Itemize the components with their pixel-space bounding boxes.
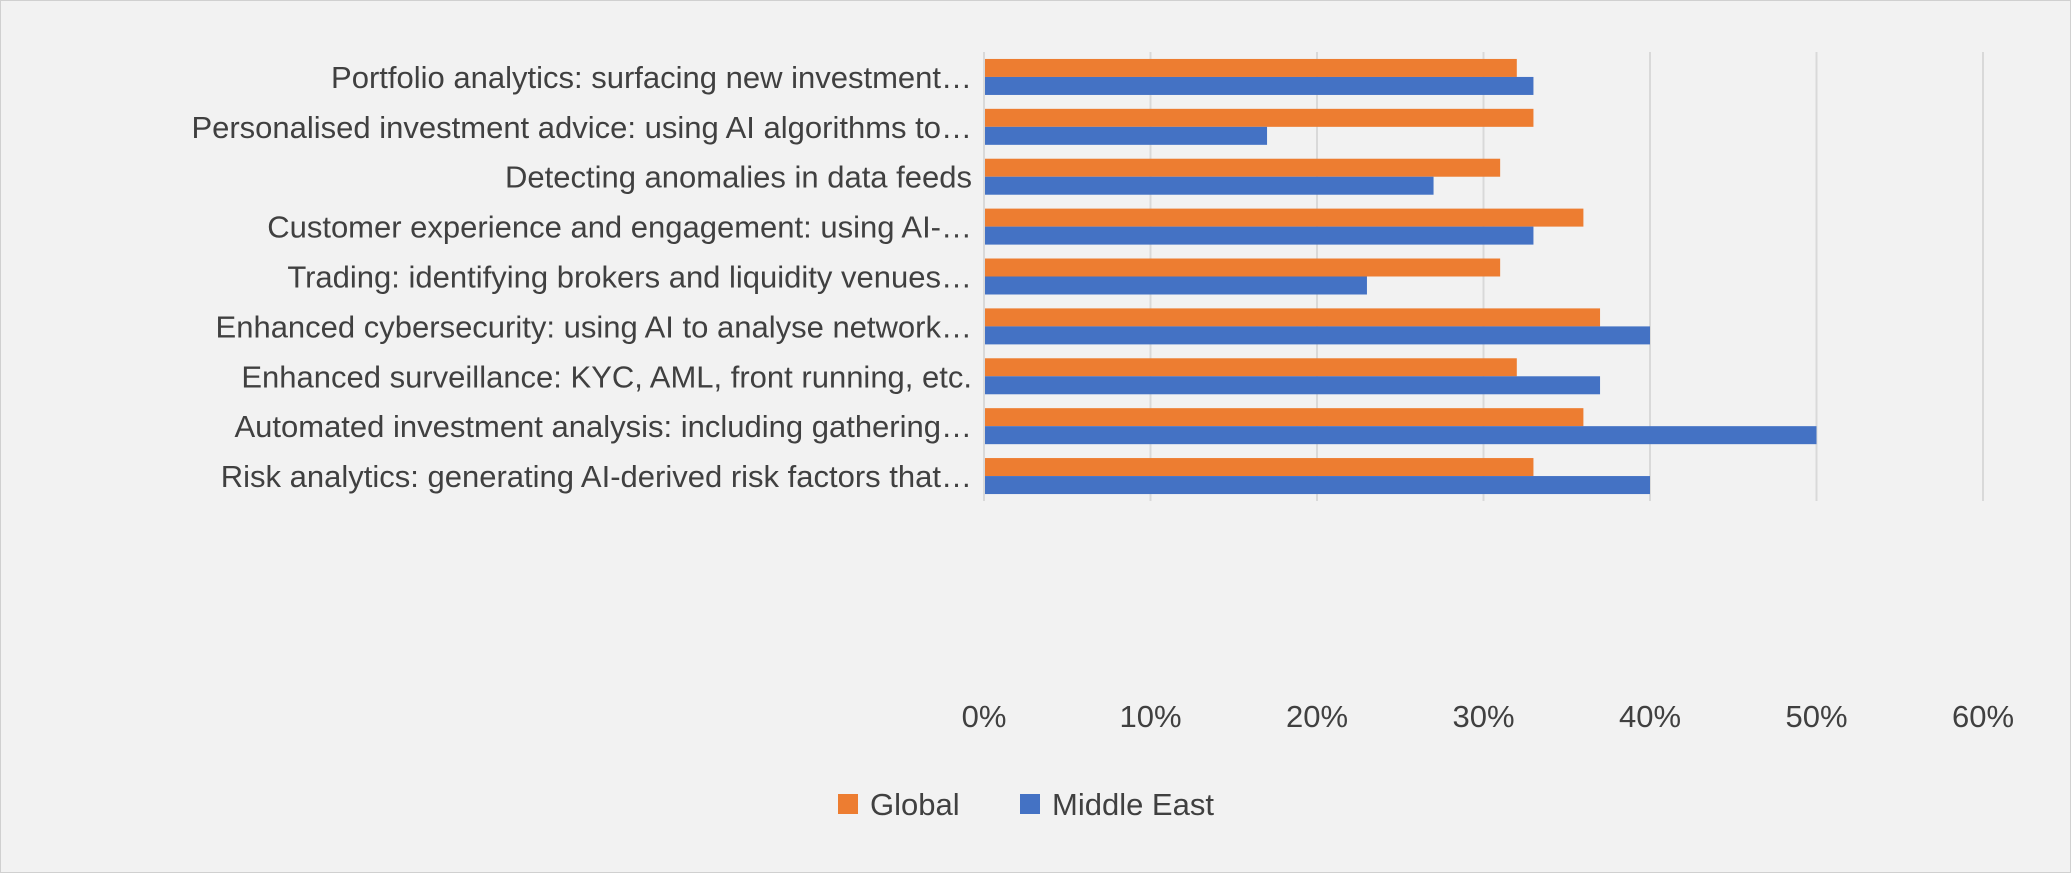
bar-middle-east (984, 76, 1534, 95)
x-tick-label: 0% (962, 699, 1007, 734)
bar-global (984, 358, 1517, 377)
bar-middle-east (984, 126, 1268, 145)
category-label: Enhanced cybersecurity: using AI to anal… (216, 309, 972, 344)
bar-global (984, 108, 1534, 127)
category-label: Automated investment analysis: including… (234, 409, 972, 444)
category-label: Personalised investment advice: using AI… (191, 110, 972, 145)
category-label: Enhanced surveillance: KYC, AML, front r… (241, 359, 972, 394)
x-tick-labels: 0% 10% 20% 30% 40% 50% 60% (962, 699, 2014, 734)
bar-middle-east (984, 426, 1817, 445)
category-labels: Risk analytics: generating AI-derived ri… (191, 60, 972, 494)
bar-global (984, 158, 1501, 177)
legend-label: Middle East (1052, 787, 1214, 822)
bar-global (984, 208, 1584, 227)
bar-middle-east (984, 326, 1650, 345)
bar-global (984, 458, 1534, 477)
legend-item-global: Global (838, 787, 960, 822)
x-tick-label: 30% (1452, 699, 1514, 734)
bar-middle-east (984, 176, 1434, 195)
x-tick-label: 10% (1119, 699, 1181, 734)
legend-swatch (1020, 794, 1040, 814)
bars (984, 58, 1817, 495)
x-tick-label: 20% (1286, 699, 1348, 734)
bar-middle-east (984, 276, 1367, 295)
legend-swatch (838, 794, 858, 814)
bar-global (984, 258, 1501, 277)
legend: Global Middle East (838, 787, 1214, 822)
bar-global (984, 408, 1584, 427)
x-tick-label: 60% (1952, 699, 2014, 734)
x-tick-label: 50% (1785, 699, 1847, 734)
bar-global (984, 308, 1601, 327)
category-label: Portfolio analytics: surfacing new inves… (331, 60, 972, 95)
category-label: Customer experience and engagement: usin… (267, 210, 972, 245)
bar-global (984, 58, 1517, 77)
legend-item-middle-east: Middle East (1020, 787, 1214, 822)
x-tick-label: 40% (1619, 699, 1681, 734)
category-label: Detecting anomalies in data feeds (505, 160, 972, 195)
bar-middle-east (984, 376, 1601, 395)
category-label: Trading: identifying brokers and liquidi… (287, 260, 972, 295)
bar-middle-east (984, 226, 1534, 245)
bar-middle-east (984, 476, 1650, 495)
legend-label: Global (870, 787, 960, 822)
category-label: Risk analytics: generating AI-derived ri… (221, 459, 972, 494)
